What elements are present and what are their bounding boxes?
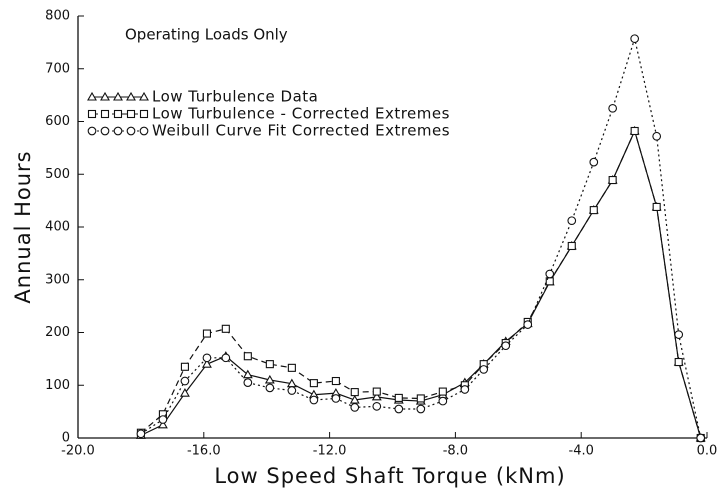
square-marker (674, 357, 683, 367)
circle-marker (545, 269, 555, 279)
circle-marker (674, 330, 684, 339)
annotation: Operating Loads Only (125, 26, 288, 44)
circle-marker (265, 383, 275, 393)
series-line (140, 129, 702, 439)
triangle-marker (113, 91, 123, 101)
triangle-marker (371, 391, 382, 401)
square-marker (100, 109, 110, 119)
circle-marker (287, 386, 297, 395)
circle-marker (87, 126, 97, 136)
y-tick-label: 100 (45, 378, 70, 393)
legend-label: Low Turbulence Data (152, 88, 318, 106)
square-marker (567, 241, 576, 251)
square-marker (221, 324, 230, 333)
y-tick-label: 200 (45, 325, 70, 340)
square-marker (243, 352, 252, 361)
y-tick-label: 400 (45, 220, 70, 235)
triangle-marker (179, 388, 190, 397)
circle-marker (126, 126, 136, 136)
square-marker (372, 387, 381, 396)
circle-marker (652, 131, 662, 141)
legend-label: Weibull Curve Fit Corrected Extremes (152, 122, 450, 140)
circle-marker (139, 126, 149, 136)
square-marker (265, 360, 274, 369)
circle-marker (589, 157, 599, 167)
y-tick-label: 300 (45, 272, 70, 287)
triangle-marker (100, 91, 110, 101)
circle-marker (158, 415, 168, 424)
x-tick-label: -12.0 (313, 444, 347, 459)
triangle-marker (157, 419, 168, 429)
square-marker (309, 379, 318, 388)
triangle-marker (139, 91, 149, 101)
circle-marker (243, 378, 253, 387)
circle-marker (202, 353, 212, 363)
circle-marker (460, 385, 470, 394)
triangle-marker (242, 369, 253, 379)
square-marker (630, 126, 639, 136)
square-marker (87, 109, 97, 119)
square-marker (126, 109, 136, 119)
circle-marker (113, 126, 123, 136)
square-marker (589, 206, 598, 215)
circle-marker (501, 341, 511, 351)
y-axis-label: Annual Hours (11, 150, 35, 303)
x-axis-label: Low Speed Shaft Torque (kNm) (214, 464, 565, 488)
circle-marker (100, 126, 110, 136)
y-tick-label: 600 (45, 114, 70, 129)
circle-marker (416, 404, 426, 414)
circle-marker (331, 394, 341, 403)
circle-marker (394, 404, 404, 414)
square-marker (331, 376, 340, 386)
square-marker (438, 387, 447, 396)
triangle-marker (201, 359, 212, 368)
y-tick-label: 800 (45, 9, 70, 24)
circle-marker (309, 395, 319, 405)
y-tick-label: 0 (62, 431, 70, 446)
circle-marker (523, 320, 533, 329)
square-marker (350, 388, 359, 397)
triangle-marker (349, 394, 360, 404)
x-tick-label: -16.0 (187, 444, 221, 459)
circle-marker (221, 353, 231, 363)
square-marker (608, 176, 617, 185)
circle-marker (608, 103, 618, 113)
triangle-marker (87, 91, 97, 101)
circle-marker (696, 433, 706, 443)
square-marker (180, 362, 189, 371)
circle-marker (567, 216, 577, 226)
square-marker (394, 393, 403, 402)
square-marker (139, 109, 149, 119)
circle-marker (630, 34, 640, 44)
circle-marker (136, 429, 146, 439)
triangle-marker (264, 374, 275, 384)
x-tick-label: 0.0 (697, 444, 718, 459)
y-tick-label: 700 (45, 61, 70, 76)
square-marker (652, 202, 661, 212)
y-tick-label: 500 (45, 167, 70, 182)
circle-marker (479, 365, 489, 374)
square-marker (287, 363, 296, 372)
triangle-marker (126, 91, 136, 101)
x-tick-label: -4.0 (569, 444, 594, 459)
circle-marker (372, 402, 382, 411)
circle-marker (438, 396, 448, 406)
x-tick-label: -20.0 (61, 444, 95, 459)
x-tick-label: -8.0 (443, 444, 468, 459)
series-line (140, 129, 702, 439)
square-marker (113, 109, 123, 119)
circle-marker (180, 376, 190, 386)
square-marker (202, 329, 211, 338)
legend-label: Low Turbulence - Corrected Extremes (152, 105, 450, 123)
circle-marker (350, 403, 360, 412)
square-marker (416, 394, 425, 403)
